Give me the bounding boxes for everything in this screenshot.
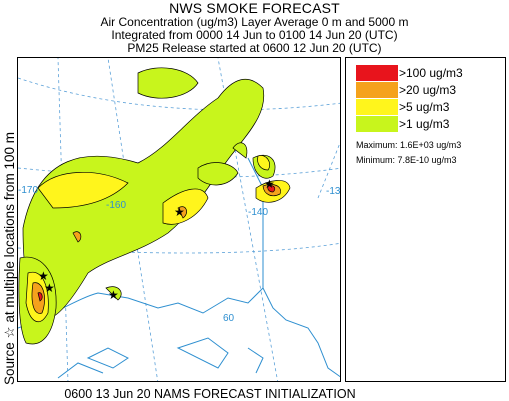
legend-swatch bbox=[356, 116, 398, 132]
legend-label: >1 ug/m3 bbox=[399, 117, 450, 131]
source-location-label: Source ☆ at multiple locations from 100 … bbox=[2, 132, 17, 385]
legend-swatch bbox=[356, 99, 398, 115]
lon-label: -160 bbox=[106, 200, 126, 211]
legend-swatch bbox=[356, 82, 398, 98]
source-star-icon: ★ bbox=[38, 269, 49, 283]
lat-label: 60 bbox=[223, 313, 235, 324]
minimum-value: Minimum: 7.8E-10 ug/m3 bbox=[356, 155, 457, 165]
source-star-icon: ★ bbox=[44, 281, 55, 295]
fire-source-markers: ★ ★ ★ ★ ★ bbox=[38, 177, 275, 302]
maximum-value: Maximum: 1.6E+03 ug/m3 bbox=[356, 140, 462, 150]
smoke-over-100 bbox=[37, 185, 276, 302]
legend-item-over-1: >1 ug/m3 bbox=[356, 116, 506, 132]
legend-item-over-20: >20 ug/m3 bbox=[356, 82, 506, 98]
source-star-icon: ★ bbox=[108, 288, 119, 302]
legend-panel: >100 ug/m3 >20 ug/m3 >5 ug/m3 >1 ug/m3 M… bbox=[345, 57, 506, 382]
map-title: NWS SMOKE FORECAST bbox=[169, 0, 340, 16]
smoke-forecast-map: ★ ★ ★ ★ ★ -170 -140 -130 -160 60 bbox=[17, 57, 341, 382]
lon-label: -170 bbox=[18, 185, 38, 196]
legend-label: >100 ug/m3 bbox=[399, 66, 463, 80]
legend-label: >5 ug/m3 bbox=[399, 100, 450, 114]
forecast-initialization: 0600 13 Jun 20 NAMS FORECAST INITIALIZAT… bbox=[64, 387, 356, 401]
concentration-description: Air Concentration (ug/m3) Layer Average … bbox=[100, 15, 409, 29]
legend-label: >20 ug/m3 bbox=[399, 83, 457, 97]
legend-item-over-100: >100 ug/m3 bbox=[356, 65, 506, 81]
release-start: PM25 Release started at 0600 12 Jun 20 (… bbox=[127, 41, 382, 55]
grid-labels: -170 -140 -130 -160 60 bbox=[18, 185, 341, 324]
legend-swatch bbox=[356, 65, 398, 81]
source-star-icon: ★ bbox=[264, 177, 275, 191]
source-star-icon: ★ bbox=[174, 205, 185, 219]
map-svg: ★ ★ ★ ★ ★ -170 -140 -130 -160 60 bbox=[18, 58, 341, 381]
legend-item-over-5: >5 ug/m3 bbox=[356, 99, 506, 115]
lon-label: -140 bbox=[248, 207, 268, 218]
integration-period: Integrated from 0000 14 Jun to 0100 14 J… bbox=[111, 28, 398, 42]
lon-label: -130 bbox=[326, 186, 341, 197]
